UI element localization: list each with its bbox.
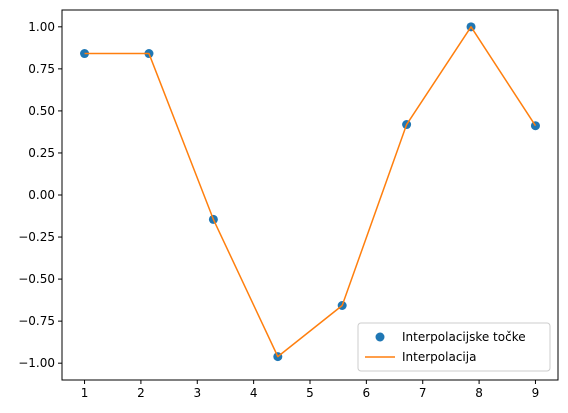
- axes-frame: [61, 9, 559, 381]
- x-tick-label: 8: [475, 386, 483, 400]
- x-tick-label: 7: [419, 386, 427, 400]
- x-tick-label: 4: [250, 386, 258, 400]
- x-tick-label: 9: [532, 386, 540, 400]
- x-axis-ticks: 1 2 3 4 5 6 7 8 9: [81, 380, 540, 400]
- legend-box: [357, 322, 551, 372]
- legend-label-scatter: Interpolacijske točke: [402, 330, 526, 344]
- y-tick-label: 0.25: [28, 146, 55, 160]
- x-tick-label: 6: [363, 386, 371, 400]
- x-tick-label: 1: [81, 386, 89, 400]
- legend-marker-scatter: [375, 332, 385, 342]
- interpolation-line: [84, 26, 537, 358]
- y-tick-label: 0.75: [28, 62, 55, 76]
- y-tick-label: 1.00: [28, 20, 55, 34]
- x-tick-label: 2: [137, 386, 145, 400]
- y-tick-label: −0.25: [18, 230, 55, 244]
- x-tick-label: 5: [306, 386, 314, 400]
- y-tick-label: −0.75: [18, 314, 55, 328]
- y-axis-ticks: −1.00 −0.75 −0.50 −0.25 0.00 0.25 0.50 0.75 1.00: [18, 20, 62, 370]
- legend-label-interpolation: Interpolacija: [402, 350, 476, 364]
- x-tick-label: 3: [193, 386, 201, 400]
- series-layer: [80, 22, 540, 362]
- plot-area: [62, 10, 558, 380]
- y-tick-label: 0.50: [28, 104, 55, 118]
- legend: Interpolacijske točke Interpolacija: [357, 322, 551, 372]
- y-tick-label: −0.50: [18, 272, 55, 286]
- y-tick-label: −1.00: [18, 356, 55, 370]
- scatter-point: [80, 49, 90, 59]
- y-tick-label: 0.00: [28, 188, 55, 202]
- scatter-point: [530, 121, 540, 131]
